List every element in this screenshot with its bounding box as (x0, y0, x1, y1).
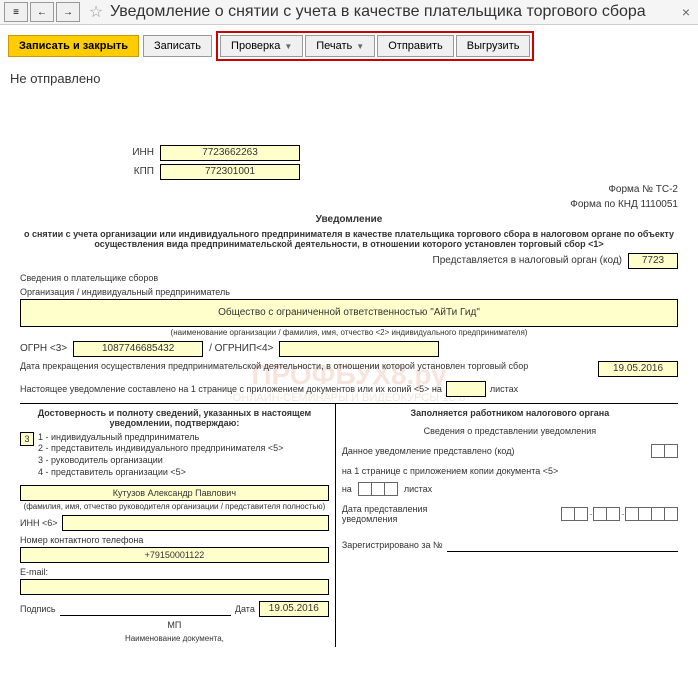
ogrnip-label: / ОГРНИП<4> (209, 343, 273, 354)
form-title: Уведомление (20, 214, 678, 225)
code-boxes (651, 444, 678, 458)
back-button[interactable]: ← (30, 2, 54, 22)
org-name-input[interactable]: Общество с ограниченной ответственностью… (20, 299, 678, 327)
status-text: Не отправлено (0, 67, 698, 90)
right-sub1: Сведения о представлении уведомления (342, 426, 678, 436)
pages-label-1: Настоящее уведомление составлено на 1 ст… (20, 384, 442, 394)
chevron-down-icon: ▼ (284, 42, 292, 51)
org-ip-label: Организация / индивидуальный предпринима… (20, 287, 678, 297)
chevron-down-icon: ▼ (356, 42, 364, 51)
email-label: E-mail: (20, 567, 329, 577)
close-button[interactable]: × (678, 4, 694, 20)
right-col-title: Заполняется работником налогового органа (342, 408, 678, 418)
mp-label: МП (20, 620, 329, 630)
pages-label-2: листах (490, 384, 518, 394)
code-label: Данное уведомление представлено (код) (342, 446, 515, 456)
sign-line (60, 602, 231, 616)
stop-date-label: Дата прекращения осуществления предприни… (20, 361, 598, 371)
window-title: Уведомление о снятии с учета в качестве … (110, 3, 678, 21)
forward-button[interactable]: → (56, 2, 80, 22)
check-button[interactable]: Проверка▼ (220, 35, 303, 57)
right-pages-label: на 1 странице с приложением копии докуме… (342, 466, 678, 476)
inn6-input[interactable] (62, 515, 329, 531)
kpp-input[interactable]: 772301001 (160, 164, 300, 180)
export-button[interactable]: Выгрузить (456, 35, 531, 57)
payer-info-label: Сведения о плательщике сборов (20, 273, 678, 283)
kpp-label: КПП (120, 166, 160, 177)
ogrn-label: ОГРН <3> (20, 343, 67, 354)
ogrn-input[interactable]: 1087746685432 (73, 341, 203, 357)
confirm-options: 1 - индивидуальный предприниматель 2 - п… (38, 432, 283, 479)
menu-button[interactable]: ≡ (4, 2, 28, 22)
print-button[interactable]: Печать▼ (305, 35, 375, 57)
left-col-title: Достоверность и полноту сведений, указан… (20, 408, 329, 428)
fio-input[interactable]: Кутузов Александр Павлович (20, 485, 329, 501)
pages-count-input[interactable] (446, 381, 486, 397)
fio-caption: (фамилия, имя, отчество руководителя орг… (20, 502, 329, 511)
inn-label: ИНН (120, 147, 160, 158)
reg-label: Зарегистрировано за № (342, 540, 443, 550)
tax-org-code-input[interactable]: 7723 (628, 253, 678, 269)
inn-input[interactable]: 7723662263 (160, 145, 300, 161)
form-knd: Форма по КНД 1110051 (20, 199, 678, 210)
favorite-icon[interactable]: ☆ (86, 2, 106, 22)
org-name-caption: (наименование организации / фамилия, имя… (20, 328, 678, 337)
sign-label: Подпись (20, 604, 56, 614)
sheets-label: листах (404, 484, 432, 494)
inn6-label: ИНН <6> (20, 518, 58, 528)
ogrnip-input[interactable] (279, 341, 439, 357)
stop-date-input[interactable]: 19.05.2016 (598, 361, 678, 377)
save-close-button[interactable]: Записать и закрыть (8, 35, 139, 57)
sheets-boxes (358, 482, 398, 496)
send-button[interactable]: Отправить (377, 35, 454, 57)
doc-name-caption: Наименование документа, (20, 634, 329, 643)
tax-org-label: Представляется в налоговый орган (код) (433, 255, 622, 266)
reg-line (447, 538, 678, 552)
form-number: Форма № ТС-2 (20, 184, 678, 195)
confirm-type-input[interactable]: 3 (20, 432, 34, 446)
sign-date-input[interactable]: 19.05.2016 (259, 601, 329, 617)
na-label: на (342, 484, 352, 494)
save-button[interactable]: Записать (143, 35, 212, 57)
sign-date-label: Дата (235, 604, 255, 614)
phone-label: Номер контактного телефона (20, 535, 329, 545)
email-input[interactable] (20, 579, 329, 595)
present-date-label: Дата представления уведомления (342, 504, 432, 524)
present-date-boxes: . . (561, 507, 678, 521)
form-description: о снятии с учета организации или индивид… (20, 229, 678, 249)
phone-input[interactable]: +79150001122 (20, 547, 329, 563)
highlighted-toolbar-group: Проверка▼ Печать▼ Отправить Выгрузить (216, 31, 534, 61)
